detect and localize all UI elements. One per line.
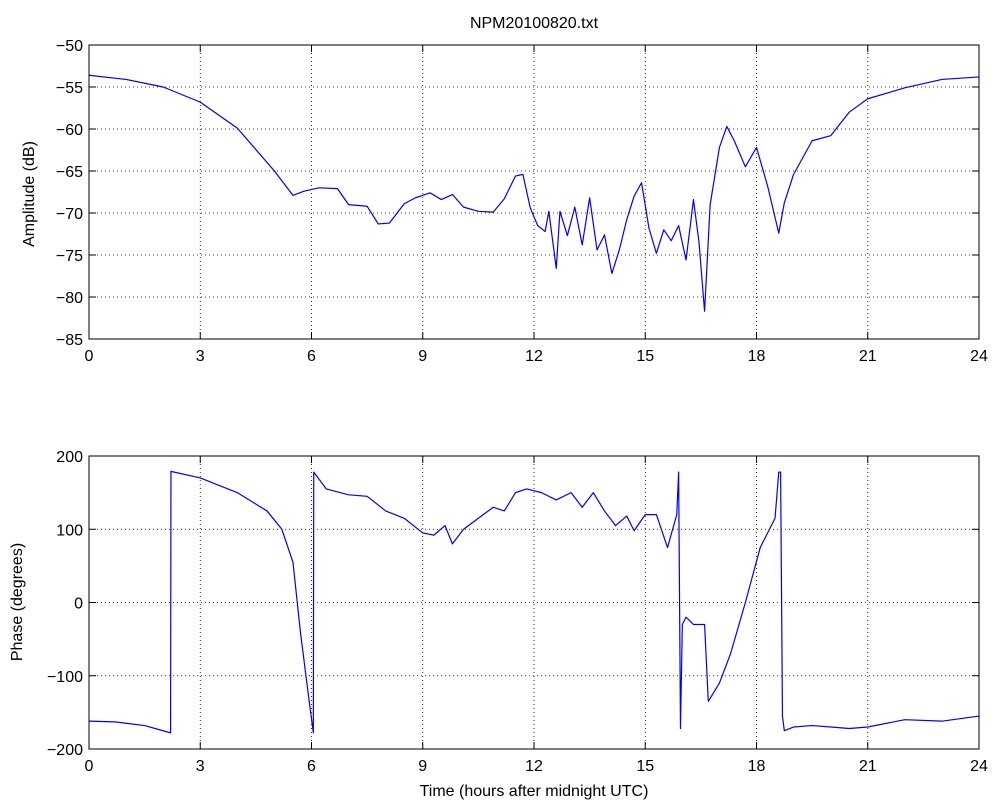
amplitude-xtick-label-4: 12 (525, 348, 543, 365)
amplitude-ytick-label-3: −70 (56, 206, 83, 223)
amplitude-xtick-label-6: 18 (748, 348, 766, 365)
phase-xtick-label-6: 18 (748, 758, 766, 775)
amplitude-xtick-label-0: 0 (85, 348, 94, 365)
phase-xtick-label-4: 12 (525, 758, 543, 775)
phase-ytick-label-0: −200 (47, 742, 83, 759)
amplitude-xtick-label-8: 24 (970, 348, 988, 365)
amplitude-ytick-label-7: −50 (56, 38, 83, 55)
phase-xtick-label-0: 0 (85, 758, 94, 775)
phase-xtick-label-3: 9 (418, 758, 427, 775)
phase-xtick-label-7: 21 (859, 758, 877, 775)
amplitude-ytick-label-0: −85 (56, 332, 83, 349)
phase-xtick-label-5: 15 (636, 758, 654, 775)
amplitude-ytick-label-6: −55 (56, 80, 83, 97)
phase-xtick-label-8: 24 (970, 758, 988, 775)
amplitude-series-line (88, 74, 980, 312)
phase-ytick-label-2: 0 (74, 596, 83, 613)
amplitude-xtick-label-2: 6 (307, 348, 316, 365)
phase-series-line (88, 470, 980, 734)
phase-ytick-label-1: −100 (47, 669, 83, 686)
amplitude-ytick-label-2: −75 (56, 248, 83, 265)
amplitude-ytick-label-4: −65 (56, 164, 83, 181)
phase-ytick-label-4: 200 (56, 449, 83, 466)
phase-xtick-label-2: 6 (307, 758, 316, 775)
phase-x-label: Time (hours after midnight UTC) (420, 783, 649, 800)
figure-title: NPM20100820.txt (470, 15, 599, 32)
amplitude-y-label: Amplitude (dB) (21, 141, 38, 247)
amplitude-ytick-label-5: −60 (56, 122, 83, 139)
phase-ytick-label-3: 100 (56, 522, 83, 539)
amplitude-axes: 0 3 6 9 12 15 18 21 24 −85 −80 −75 −70 −65 −60 −55 −50 (56, 38, 988, 365)
amplitude-xtick-label-7: 21 (859, 348, 877, 365)
phase-xtick-label-1: 3 (196, 758, 205, 775)
phase-y-label: Phase (degrees) (9, 543, 26, 661)
amplitude-xtick-label-5: 15 (636, 348, 654, 365)
amplitude-ytick-label-1: −80 (56, 290, 83, 307)
amplitude-xtick-label-3: 9 (418, 348, 427, 365)
phase-axes: 0 3 6 9 12 15 18 21 24 −200 −100 0 100 200 (47, 449, 988, 775)
amplitude-xtick-label-1: 3 (196, 348, 205, 365)
